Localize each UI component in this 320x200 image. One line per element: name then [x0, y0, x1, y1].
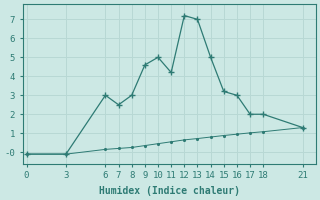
- X-axis label: Humidex (Indice chaleur): Humidex (Indice chaleur): [99, 186, 240, 196]
